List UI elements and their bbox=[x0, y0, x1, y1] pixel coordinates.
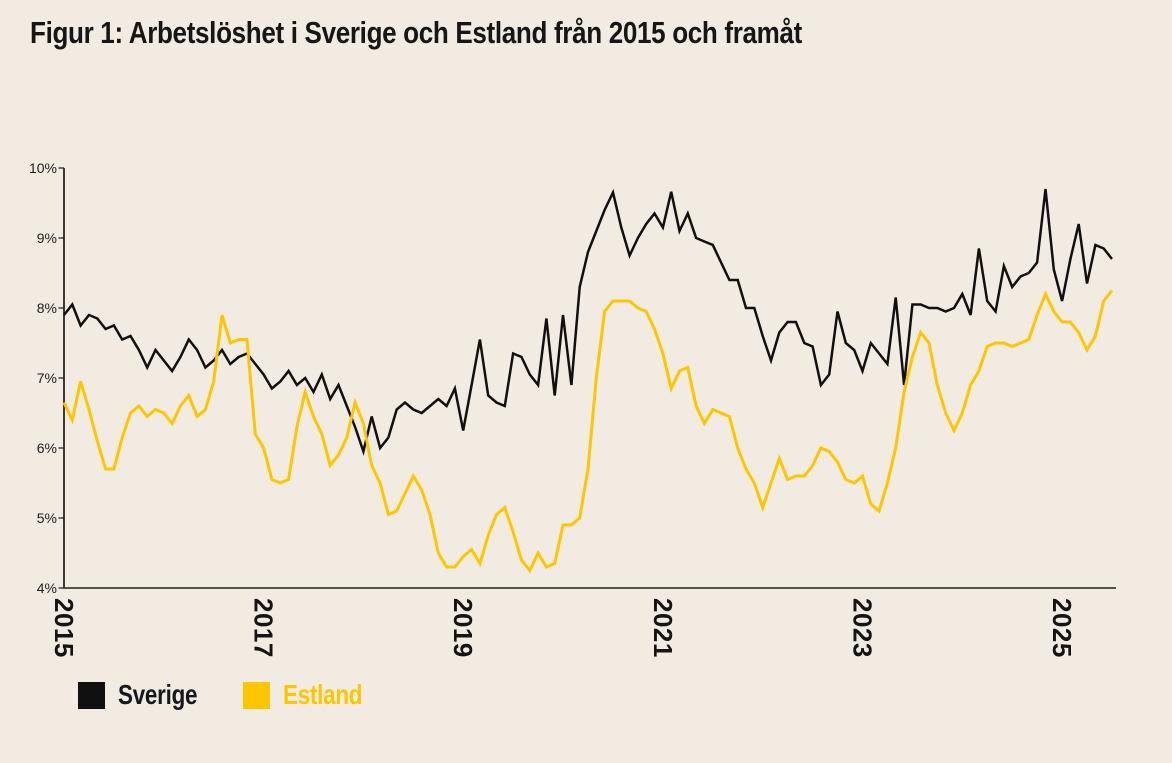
y-axis-tick-label: 7% bbox=[37, 370, 57, 386]
y-axis-tick-label: 8% bbox=[37, 300, 57, 316]
estland-line bbox=[62, 289, 1114, 574]
x-axis-tick-label: 2021 bbox=[648, 598, 678, 658]
sverige-color-swatch bbox=[78, 681, 105, 709]
chart-legend: Sverige Estland bbox=[78, 679, 382, 711]
x-axis-tick-label: 2019 bbox=[448, 598, 478, 658]
sverige-legend-label: Sverige bbox=[118, 679, 198, 710]
y-axis-tick-label: 4% bbox=[37, 580, 57, 596]
x-axis-tick-label: 2023 bbox=[847, 598, 877, 658]
legend-item-estland: Estland bbox=[243, 679, 382, 711]
y-axis-tick-label: 5% bbox=[37, 510, 57, 526]
y-axis-tick-label: 10% bbox=[29, 160, 57, 176]
y-axis-tick-label: 9% bbox=[37, 230, 57, 246]
figure-title: Figur 1: Arbetslöshet i Sverige och Estl… bbox=[30, 15, 802, 50]
x-axis-tick-label: 2025 bbox=[1047, 598, 1077, 658]
x-axis-tick-label: 2017 bbox=[249, 598, 279, 658]
estland-legend-label: Estland bbox=[283, 679, 363, 710]
sverige-line bbox=[63, 188, 1113, 457]
legend-item-sverige: Sverige bbox=[78, 679, 217, 711]
estland-color-swatch bbox=[243, 681, 271, 709]
x-axis-tick-label: 2015 bbox=[49, 598, 79, 658]
y-axis-tick-label: 6% bbox=[37, 440, 57, 456]
